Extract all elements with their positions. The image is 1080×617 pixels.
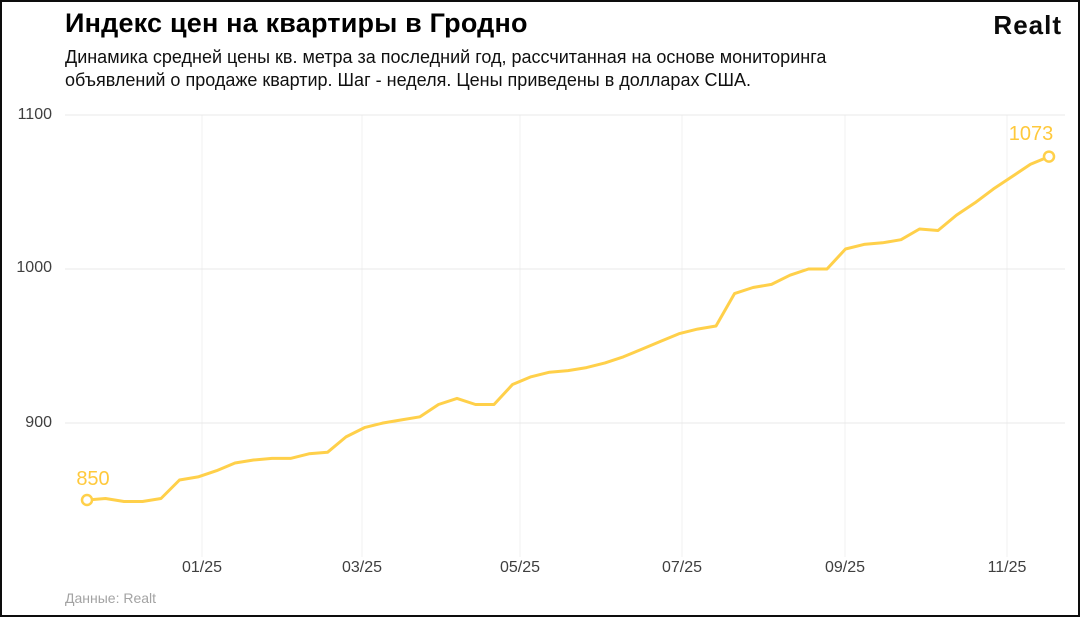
y-axis-label: 1100 xyxy=(17,106,52,123)
realt-logo: Realt xyxy=(993,10,1062,40)
start-point-marker xyxy=(80,493,94,507)
gridlines xyxy=(65,114,1065,557)
x-axis-label: 01/25 xyxy=(181,559,223,576)
end-value-label: 1073 xyxy=(1008,123,1054,145)
x-axis-label: 09/25 xyxy=(824,559,866,576)
price-line xyxy=(85,155,1051,503)
x-axis-label: 11/25 xyxy=(987,559,1027,576)
start-value-label: 850 xyxy=(76,468,110,490)
x-axis-label: 07/25 xyxy=(661,559,703,576)
page-title: Индекс цен на квартиры в Гродно xyxy=(65,8,528,38)
data-source: Данные: Realt xyxy=(65,590,157,606)
y-axis-label: 900 xyxy=(25,414,52,431)
x-axis-label: 03/25 xyxy=(341,559,383,576)
x-axis-label: 05/25 xyxy=(499,559,541,576)
y-axis-label: 1000 xyxy=(16,259,52,276)
end-point-marker xyxy=(1042,150,1056,163)
chart-subtitle: Динамика средней цены кв. метра за после… xyxy=(65,47,827,91)
chart-canvas xyxy=(65,114,1065,557)
